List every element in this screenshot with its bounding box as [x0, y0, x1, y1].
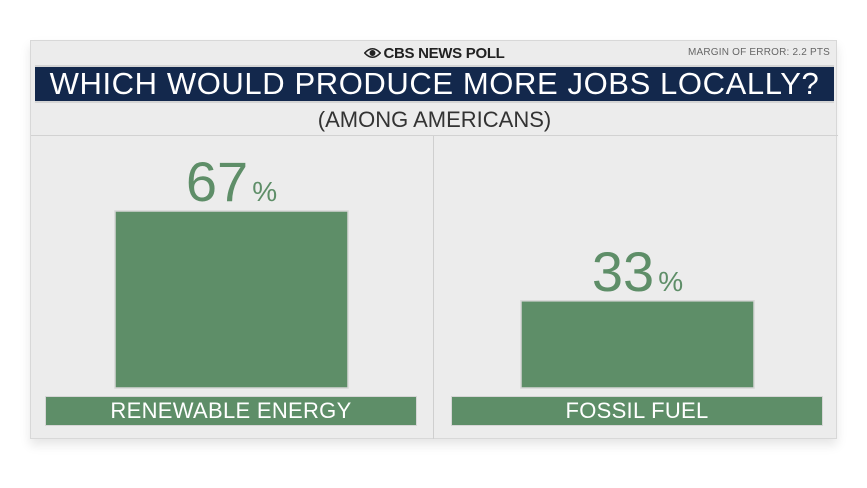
brand-text: CBS NEWS POLL [383, 44, 505, 62]
category-label-renewable-energy: RENEWABLE ENERGY [45, 396, 417, 426]
bar-renewable-energy [114, 210, 349, 389]
cbs-news-brand: CBS NEWS POLL [364, 44, 505, 62]
chart-title-bar: WHICH WOULD PRODUCE MORE JOBS LOCALLY? [35, 65, 834, 103]
cbs-eye-icon [364, 47, 382, 59]
chart-subtitle: (AMONG AMERICANS) [317, 107, 552, 132]
panel-divider [433, 136, 434, 439]
margin-of-error: MARGIN OF ERROR: 2.2 PTS [687, 47, 830, 58]
panels-separator [31, 135, 838, 136]
bar-fossil-fuel [520, 300, 755, 389]
bar-chart: 67 % 33% [114, 150, 755, 389]
poll-card: CBS NEWS POLL MARGIN OF ERROR: 2.2 PTS W… [30, 40, 838, 439]
value-label-fossil-fuel: 33% [592, 240, 683, 303]
category-label-fossil-fuel: FOSSIL FUEL [451, 396, 823, 426]
value-label-renewable-energy: 67% [186, 150, 277, 213]
poll-header: CBS NEWS POLL MARGIN OF ERROR: 2.2 PTS [31, 41, 838, 65]
chart-title: WHICH WOULD PRODUCE MORE JOBS LOCALLY? [49, 66, 820, 101]
